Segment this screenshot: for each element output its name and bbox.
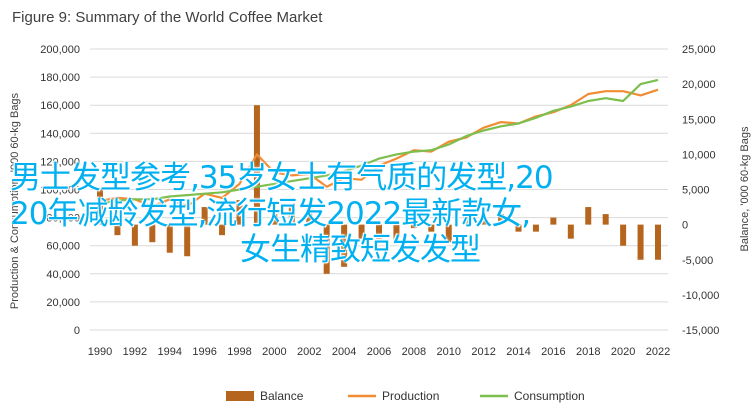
left-tick-label: 60,000 <box>46 241 80 253</box>
balance-bar <box>393 224 400 243</box>
x-tick-label: 2020 <box>611 346 635 358</box>
x-tick-label: 1994 <box>158 346 182 358</box>
right-tick-label: 15,000 <box>682 114 716 126</box>
balance-bar <box>463 214 470 225</box>
right-tick-label: 10,000 <box>682 149 716 161</box>
balance-bar <box>201 207 208 225</box>
right-tick-label: 0 <box>682 220 688 232</box>
x-axis: 1990 1992 1994 1996 1998 2000 2002 2004 2006 2008… <box>88 346 670 358</box>
figure-title: Figure 9: Summary of the World Coffee Ma… <box>12 9 323 26</box>
left-tick-label: 200,000 <box>40 44 80 56</box>
balance-bar <box>131 224 138 246</box>
balance-bar <box>323 224 330 274</box>
left-tick-label: 120,000 <box>40 156 80 168</box>
legend-label-consumption: Consumption <box>514 389 585 403</box>
balance-bar <box>602 214 609 225</box>
balance-bar <box>253 105 260 225</box>
balance-bar <box>620 224 627 246</box>
left-tick-label: 40,000 <box>46 269 80 281</box>
left-tick-label: 140,000 <box>40 128 80 140</box>
balance-bar <box>114 224 121 236</box>
balance-bar <box>219 224 226 236</box>
legend: Balance Production Consumption <box>226 389 585 403</box>
balance-bar <box>515 224 522 232</box>
right-tick-label: -15,000 <box>682 325 719 337</box>
right-tick-label: -5,000 <box>682 255 713 267</box>
line-series <box>99 78 659 208</box>
x-tick-label: 2018 <box>576 346 600 358</box>
right-tick-label: 5,000 <box>682 185 710 197</box>
balance-bar <box>532 224 539 232</box>
balance-bar <box>567 224 574 239</box>
balance-bar <box>149 224 156 243</box>
left-axis-title: Production & Consumption, '000 60-kg Bag… <box>9 92 21 309</box>
gridlines <box>90 48 668 331</box>
x-tick-label: 2002 <box>297 346 321 358</box>
balance-bar <box>585 207 592 225</box>
legend-label-balance: Balance <box>260 389 304 403</box>
balance-bar <box>428 224 435 232</box>
right-axis: -15,000 -10,000 -5,000 0 5,000 10,000 15,000 20… <box>682 44 719 337</box>
legend-swatch-balance <box>226 391 254 401</box>
right-tick-label: -10,000 <box>682 290 719 302</box>
x-tick-label: 2010 <box>437 346 461 358</box>
x-tick-label: 2004 <box>332 346 356 358</box>
left-tick-label: 80,000 <box>46 213 80 225</box>
right-axis-title: Balance, '000 60-kg Bags <box>739 126 751 252</box>
x-tick-label: 2006 <box>367 346 391 358</box>
left-axis: 0 20,000 40,000 60,000 80,000 100,000 120,000 1… <box>40 44 80 337</box>
balance-bar <box>410 224 417 229</box>
left-tick-label: 20,000 <box>46 297 80 309</box>
left-tick-label: 100,000 <box>40 185 80 197</box>
x-tick-label: 2008 <box>402 346 426 358</box>
right-tick-label: 25,000 <box>682 44 716 56</box>
balance-bar <box>236 200 243 225</box>
balance-bars <box>97 105 661 274</box>
x-tick-label: 1992 <box>123 346 147 358</box>
balance-bar <box>271 214 278 225</box>
balance-bar <box>341 224 348 267</box>
x-tick-label: 2014 <box>506 346 530 358</box>
legend-label-production: Production <box>382 389 439 403</box>
x-tick-label: 2012 <box>471 346 495 358</box>
balance-bar <box>358 224 365 239</box>
x-tick-label: 2016 <box>541 346 565 358</box>
x-tick-label: 1990 <box>88 346 112 358</box>
balance-bar <box>480 217 487 225</box>
x-tick-label: 1996 <box>192 346 216 358</box>
left-tick-label: 160,000 <box>40 100 80 112</box>
left-tick-label: 180,000 <box>40 72 80 84</box>
x-tick-label: 1998 <box>227 346 251 358</box>
balance-bar <box>498 214 505 225</box>
balance-bar <box>288 203 295 225</box>
balance-bar <box>655 224 661 260</box>
x-tick-label: 2000 <box>262 346 286 358</box>
consumption-line <box>99 78 659 205</box>
x-tick-label: 2022 <box>646 346 670 358</box>
balance-bar <box>166 224 173 253</box>
balance-bar <box>637 224 644 260</box>
balance-bar <box>445 224 452 243</box>
balance-bar <box>306 207 313 225</box>
production-line <box>99 88 659 208</box>
balance-bar <box>97 189 103 225</box>
balance-bar <box>376 224 382 239</box>
balance-bar <box>184 224 191 257</box>
right-tick-label: 20,000 <box>682 79 716 91</box>
left-tick-label: 0 <box>74 325 80 337</box>
balance-bar <box>550 217 557 225</box>
